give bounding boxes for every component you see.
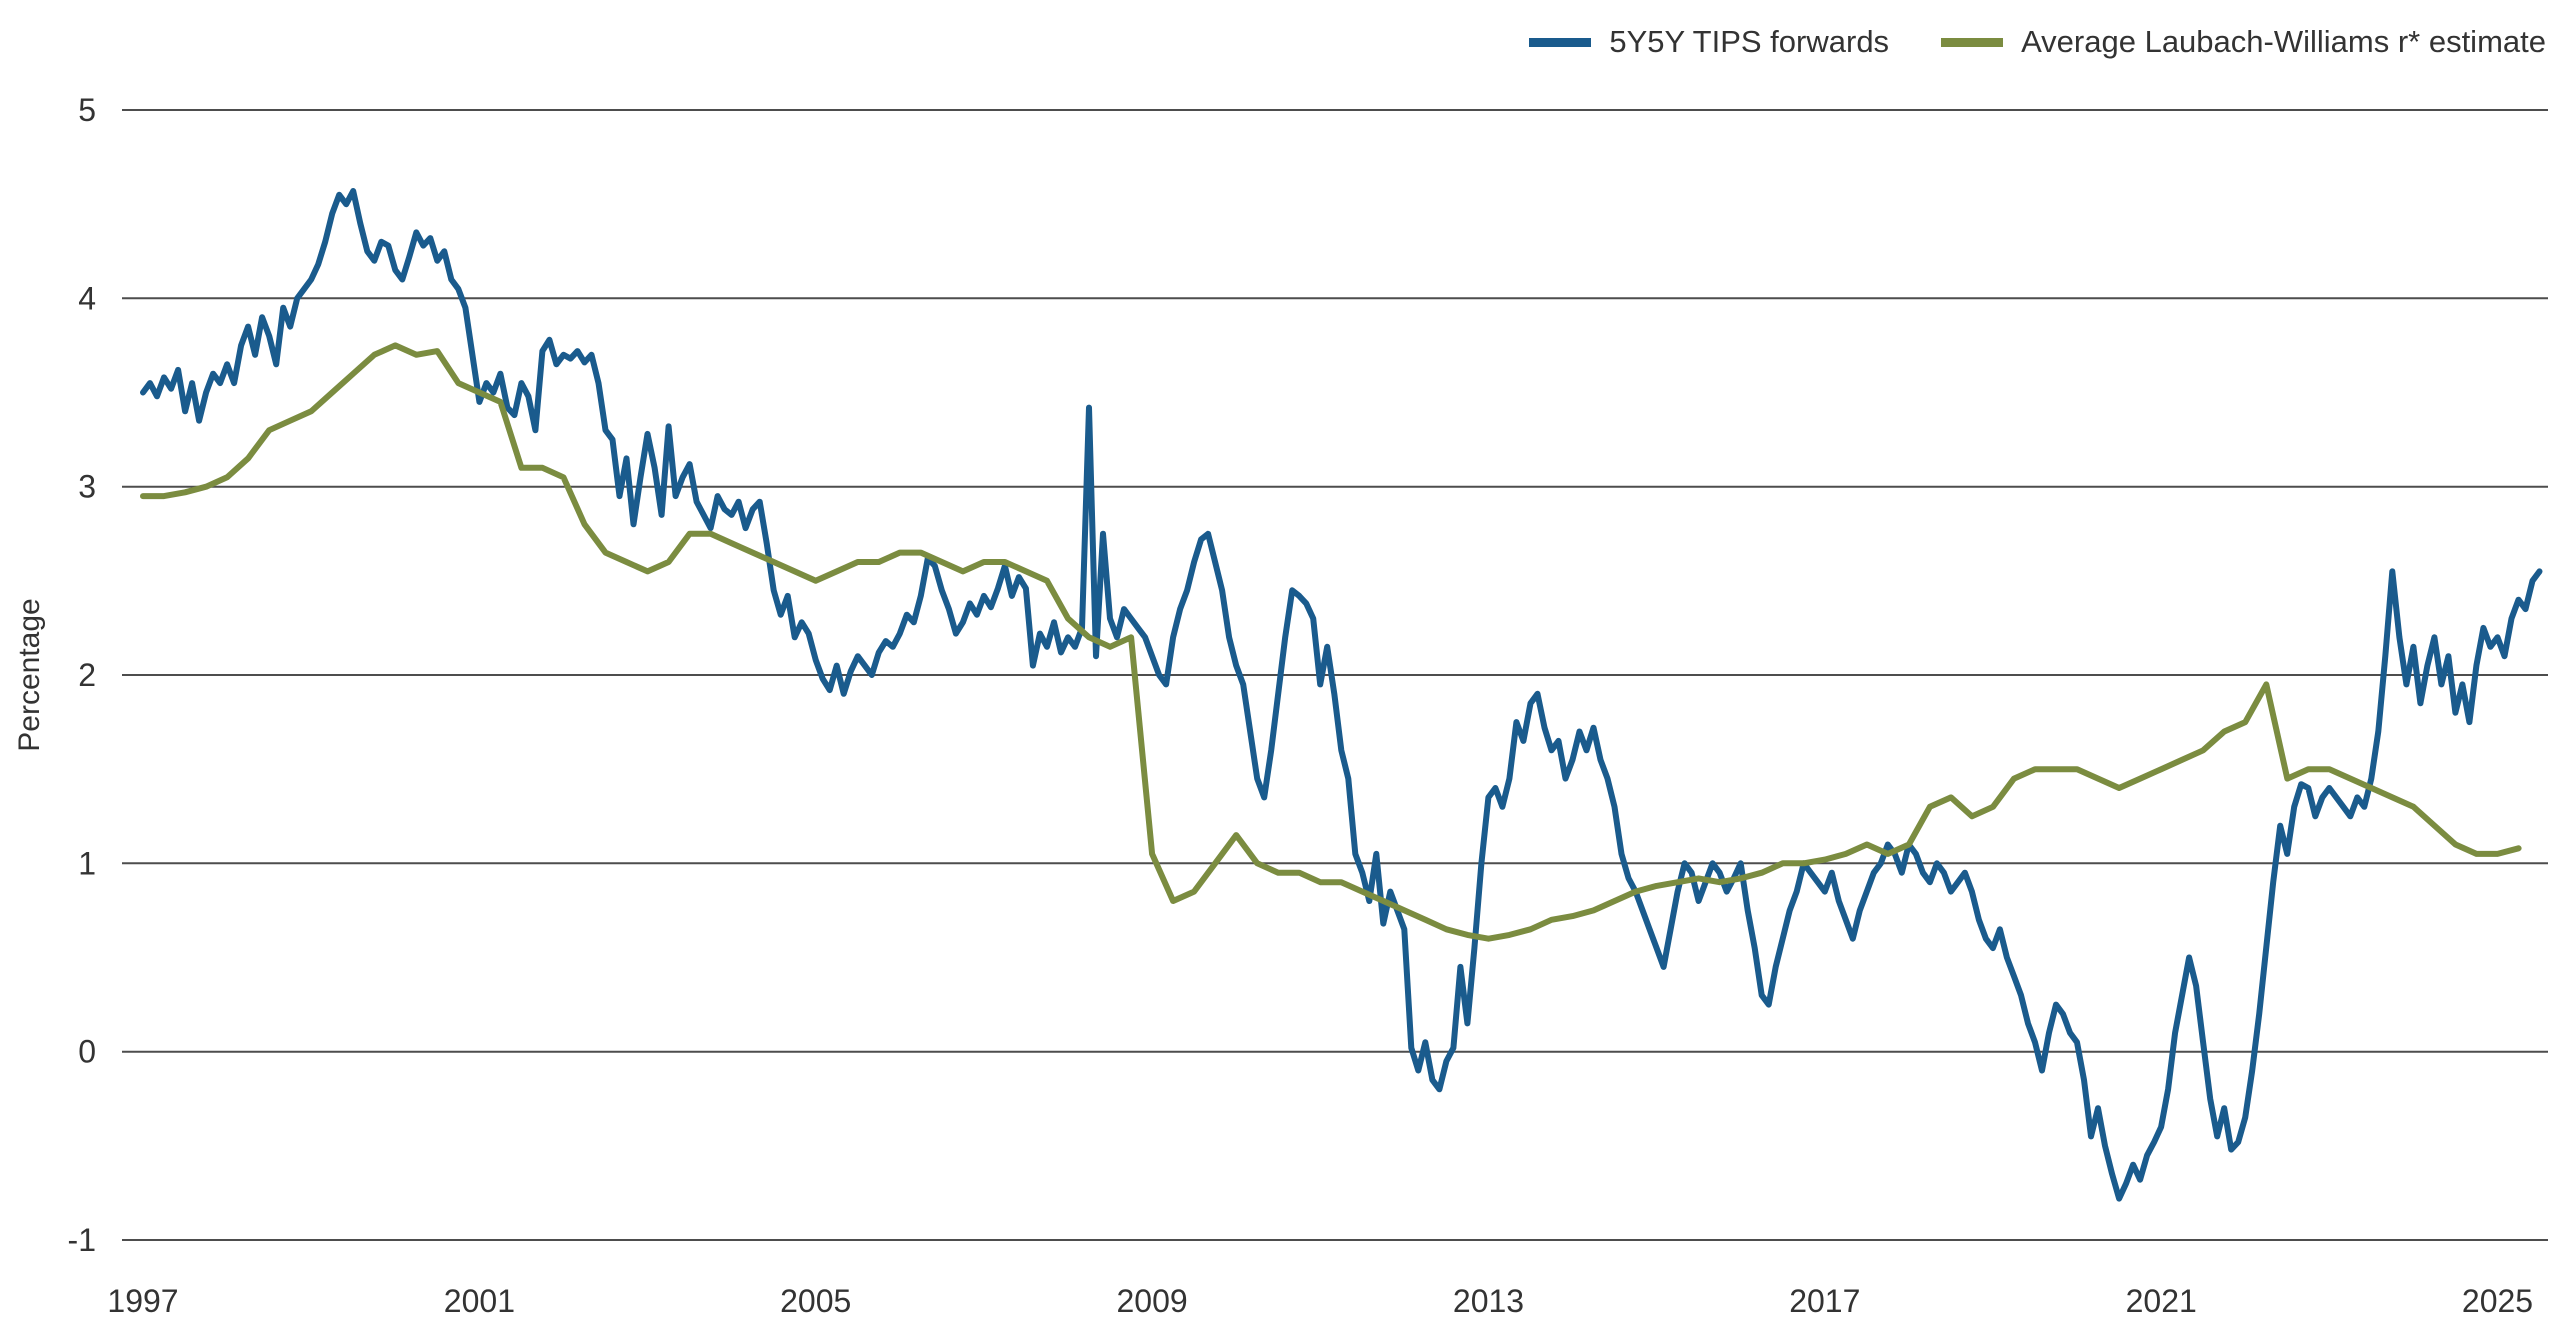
y-tick-label-4: 4 xyxy=(78,280,96,316)
legend-label-laubach-williams: Average Laubach-Williams r* estimate xyxy=(2021,24,2546,59)
legend-item-tips-forwards: 5Y5Y TIPS forwards xyxy=(1529,24,1889,60)
legend-label-tips-forwards: 5Y5Y TIPS forwards xyxy=(1609,24,1890,59)
y-axis-title: Percentage xyxy=(13,598,46,752)
y-tick-label-5: 5 xyxy=(78,92,96,128)
y-tick-label-3: 3 xyxy=(78,469,96,505)
series-line-1 xyxy=(140,342,2522,942)
x-tick-label-2001: 2001 xyxy=(444,1283,515,1319)
x-tick-label-2017: 2017 xyxy=(1789,1283,1860,1319)
y-tick-label-0: 0 xyxy=(78,1034,96,1070)
x-tick-label-2021: 2021 xyxy=(2126,1283,2197,1319)
x-tick-label-2013: 2013 xyxy=(1453,1283,1524,1319)
series-line-0 xyxy=(140,188,2543,1202)
x-tick-label-2009: 2009 xyxy=(1117,1283,1188,1319)
x-tick-label-2025: 2025 xyxy=(2462,1283,2533,1319)
legend-swatch-tips-forwards xyxy=(1529,37,1592,47)
x-tick-label-1997: 1997 xyxy=(107,1283,178,1319)
legend-swatch-laubach-williams xyxy=(1941,37,2004,47)
x-tick-label-2005: 2005 xyxy=(780,1283,851,1319)
y-tick-label-2: 2 xyxy=(78,657,96,693)
legend: 5Y5Y TIPS forwards Average Laubach-Willi… xyxy=(1529,24,2546,60)
y-tick-label-1: 1 xyxy=(78,845,96,881)
y-tick-label--1: -1 xyxy=(68,1222,96,1258)
legend-item-laubach-williams: Average Laubach-Williams r* estimate xyxy=(1941,24,2546,60)
